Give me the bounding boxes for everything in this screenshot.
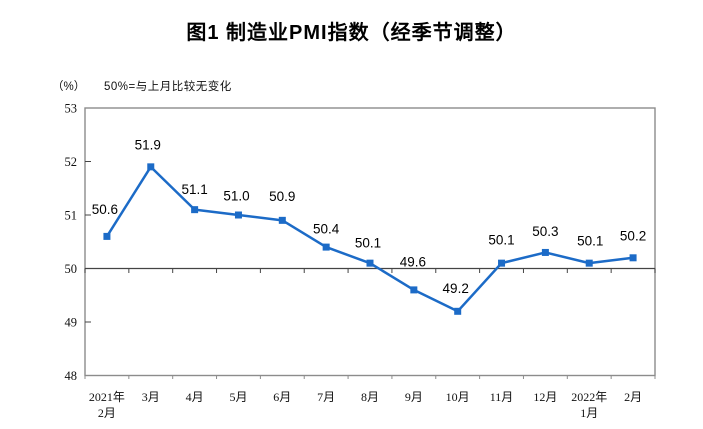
data-point-marker — [629, 254, 637, 262]
x-axis-category-label: 9月 — [405, 390, 423, 404]
y-axis-tick-label: 48 — [65, 369, 78, 383]
data-point-label: 50.4 — [313, 222, 340, 237]
data-point-label: 51.0 — [223, 189, 249, 204]
x-axis-category-label: 3月 — [142, 390, 160, 404]
y-axis-tick-label: 53 — [65, 102, 78, 116]
data-point-marker — [234, 211, 242, 219]
data-point-label: 50.1 — [355, 236, 381, 251]
x-axis-category-label: 4月 — [186, 390, 204, 404]
data-point-marker — [541, 248, 549, 256]
data-point-label: 50.2 — [620, 228, 646, 243]
data-point-marker — [498, 259, 506, 267]
x-axis-category-label: 5月 — [229, 390, 247, 404]
figure-title: 图1 制造业PMI指数（经季节调整） — [186, 22, 517, 44]
data-point-marker — [103, 232, 111, 240]
data-point-marker — [322, 243, 330, 251]
x-axis-category-label: 7月 — [317, 390, 335, 404]
y-axis-tick-label: 50 — [65, 262, 78, 276]
data-point-marker — [147, 163, 155, 171]
data-point-marker — [366, 259, 374, 267]
x-axis-category-label: 2022年 1月 — [571, 390, 607, 420]
reference-line-note: 50%=与上月比较无变化 — [104, 81, 232, 93]
data-point-label: 50.1 — [577, 234, 603, 249]
x-axis-category-label: 2月 — [624, 390, 642, 404]
data-point-label: 50.9 — [269, 189, 295, 204]
data-point-label: 50.1 — [488, 233, 514, 248]
data-point-marker — [454, 307, 462, 315]
data-point-marker — [585, 259, 593, 267]
data-point-label: 50.3 — [532, 224, 558, 239]
data-point-label: 49.6 — [400, 254, 426, 269]
y-axis-tick-label: 49 — [65, 316, 78, 330]
data-point-label: 51.9 — [135, 137, 161, 152]
x-axis-category-label: 6月 — [273, 390, 291, 404]
data-point-marker — [278, 216, 286, 224]
x-axis-category-label: 8月 — [361, 390, 379, 404]
data-point-marker — [410, 286, 418, 294]
y-axis-tick-label: 51 — [65, 209, 78, 223]
data-point-label: 49.2 — [443, 281, 469, 296]
data-point-marker — [191, 206, 199, 214]
x-axis-category-label: 2021年 2月 — [89, 390, 125, 420]
x-axis-category-label: 11月 — [490, 390, 514, 404]
data-point-label: 50.6 — [92, 202, 118, 217]
plot-border — [84, 107, 656, 377]
y-axis-unit-label: （%） — [52, 81, 86, 93]
x-axis-category-label: 12月 — [533, 390, 557, 404]
data-point-label: 51.1 — [181, 182, 207, 197]
y-axis-tick-label: 52 — [65, 155, 78, 169]
x-axis-category-label: 10月 — [446, 390, 470, 404]
